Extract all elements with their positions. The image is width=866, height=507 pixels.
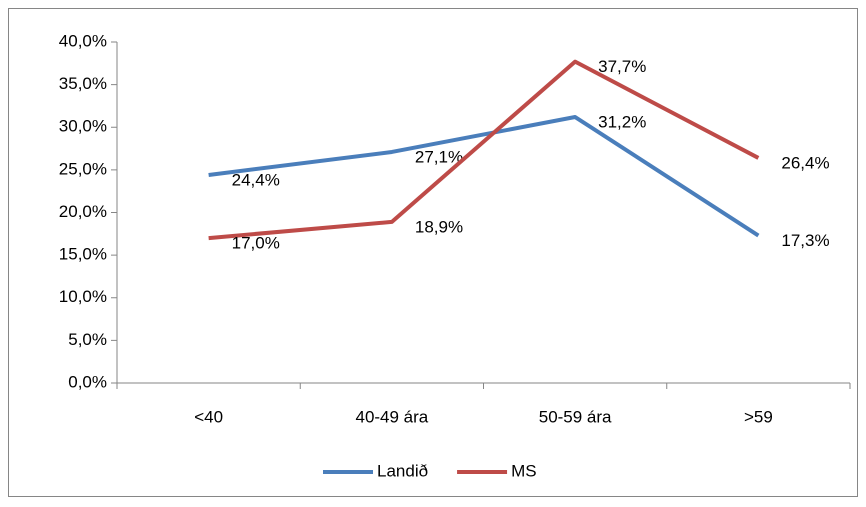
x-tick-label: >59: [744, 407, 773, 426]
data-label: 27,1%: [415, 147, 463, 166]
y-tick-label: 40,0%: [59, 31, 107, 50]
data-label: 26,4%: [781, 153, 829, 172]
y-tick-label: 10,0%: [59, 287, 107, 306]
data-label: 18,9%: [415, 217, 463, 236]
chart-frame: [8, 8, 858, 497]
y-tick-label: 20,0%: [59, 202, 107, 221]
y-tick-label: 35,0%: [59, 74, 107, 93]
y-tick-label: 25,0%: [59, 159, 107, 178]
y-tick-label: 15,0%: [59, 245, 107, 264]
y-tick-label: 5,0%: [68, 330, 107, 349]
y-tick-label: 0,0%: [68, 372, 107, 391]
data-label: 17,0%: [232, 234, 280, 253]
legend-label: Landið: [377, 461, 428, 480]
x-tick-label: 40-49 ára: [355, 407, 428, 426]
data-label: 24,4%: [232, 170, 280, 189]
data-label: 37,7%: [598, 57, 646, 76]
series-line: [208, 59, 760, 241]
legend-label: MS: [511, 461, 537, 480]
y-tick-label: 30,0%: [59, 117, 107, 136]
series-line: [208, 115, 760, 238]
x-tick-label: <40: [194, 407, 223, 426]
x-tick-label: 50-59 ára: [539, 407, 612, 426]
data-label: 31,2%: [598, 113, 646, 132]
data-label: 17,3%: [781, 231, 829, 250]
